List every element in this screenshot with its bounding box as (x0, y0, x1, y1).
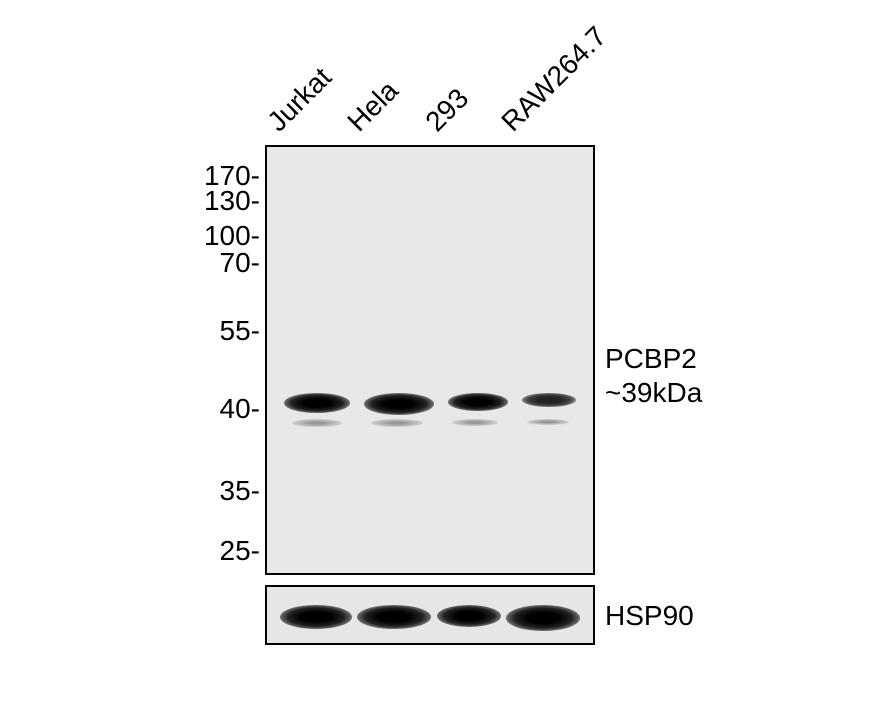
band (280, 605, 352, 629)
target-band-row (267, 393, 593, 415)
loading-band-row (267, 605, 593, 631)
faint-band-row (267, 419, 593, 427)
loading-control-label: HSP90 (605, 600, 694, 632)
marker: 55- (120, 315, 260, 347)
marker: 25- (120, 535, 260, 567)
band (357, 605, 431, 629)
protein-size-label: ~39kDa (605, 377, 702, 409)
faint-band (371, 419, 423, 427)
band (284, 393, 350, 413)
faint-band (292, 419, 342, 427)
band (506, 605, 580, 631)
band (448, 393, 508, 411)
marker: 130- (120, 185, 260, 217)
band (522, 393, 576, 407)
faint-band (452, 419, 498, 426)
lane-label: RAW264.7 (495, 20, 613, 138)
main-blot-panel (265, 145, 595, 575)
lane-label: Hela (341, 75, 404, 138)
lane-label: Jurkat (261, 61, 338, 138)
marker: 35- (120, 475, 260, 507)
marker: 40- (120, 393, 260, 425)
band (437, 605, 501, 627)
protein-name-label: PCBP2 (605, 343, 697, 375)
marker: 70- (120, 247, 260, 279)
band (364, 393, 434, 415)
faint-band (527, 419, 569, 425)
lane-label: 293 (419, 82, 475, 138)
loading-control-panel (265, 585, 595, 645)
